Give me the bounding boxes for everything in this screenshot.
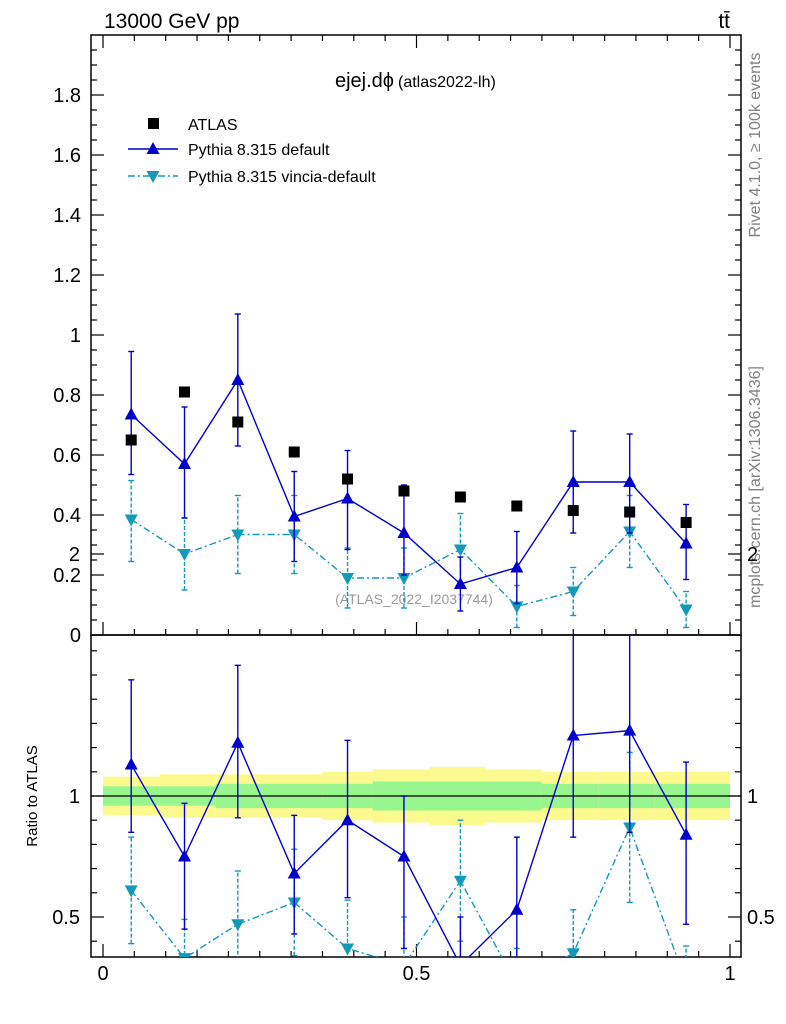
vincia-marker: [566, 586, 580, 599]
ratio-default-marker: [679, 827, 693, 840]
ratio-vincia-marker: [231, 919, 245, 932]
ratio-vincia-line: [130, 825, 678, 957]
vincia-marker: [341, 573, 355, 585]
ratio-default-marker: [397, 849, 411, 862]
legend-default-marker: [146, 142, 160, 154]
atlas-marker: [454, 491, 466, 503]
rivet-label: Rivet 4.1.0, ≥ 100k events: [747, 53, 764, 238]
default-marker: [679, 536, 693, 549]
x-tick-label: 0: [97, 963, 108, 985]
mcplots-label: mcplots.cern.ch [arXiv:1306.3436]: [747, 366, 764, 608]
ratio-default-marker: [178, 849, 192, 862]
y-tick-label: 0.4: [53, 505, 81, 527]
atlas-marker: [567, 505, 579, 516]
x-tick-label: 0.5: [403, 963, 431, 985]
y-tick-label: 0.8: [53, 385, 81, 407]
watermark-label: (ATLAS_2022_I2037744): [335, 591, 493, 607]
y-tick-label: 1.6: [53, 145, 81, 167]
chart-title: ejej.dϕ: [335, 70, 394, 92]
ratio-vincia-marker: [341, 943, 355, 956]
ratio-vincia-marker: [453, 875, 467, 888]
default-marker: [453, 577, 467, 589]
default-marker: [124, 407, 138, 420]
ratio-vincia-marker: [680, 977, 693, 989]
chart-subtitle: (atlas2022-lh): [398, 74, 496, 91]
legend-vincia-marker: [146, 171, 160, 183]
vincia-marker: [510, 601, 524, 614]
ratio-default-marker: [623, 723, 637, 736]
default-marker: [623, 475, 637, 487]
atlas-marker: [624, 506, 636, 518]
atlas-marker: [288, 446, 300, 458]
process-label: tt̄: [718, 10, 730, 33]
y-tick-label: 1.8: [53, 85, 81, 107]
ratio-default-line: [130, 729, 687, 957]
y-tick-label: 1.4: [53, 205, 81, 227]
ratio-y-axis-label: Ratio to ATLAS: [24, 745, 41, 846]
ratio-default-marker: [341, 813, 355, 826]
atlas-marker: [232, 416, 244, 428]
default-marker: [510, 560, 524, 573]
atlas-marker: [680, 517, 692, 528]
y-tick-label: 0.6: [53, 445, 81, 467]
ratio-vincia-marker: [510, 980, 523, 992]
ratio-default-marker: [287, 866, 301, 879]
ratio-default-marker: [231, 735, 245, 748]
ratio-vincia-marker: [124, 885, 138, 898]
atlas-marker: [179, 386, 191, 398]
default-marker: [566, 475, 580, 487]
ratio-y-tick-label: 1: [69, 786, 80, 808]
vincia-marker: [178, 549, 192, 561]
ratio-vincia-marker: [178, 953, 192, 957]
atlas-marker: [125, 434, 137, 446]
energy-label: 13000 GeV pp: [104, 10, 239, 33]
atlas-marker: [398, 485, 410, 497]
legend-default-label: Pythia 8.315 default: [188, 142, 330, 159]
default-marker: [231, 373, 245, 385]
ratio-default-marker: [454, 958, 467, 970]
vincia-marker: [679, 604, 693, 617]
default-marker: [341, 491, 355, 504]
ratio-series: [124, 635, 693, 992]
ratio-y-tick-label-right: 0.5: [747, 907, 775, 929]
atlas-marker: [511, 500, 523, 512]
ratio-panel: 0.5 0.5 1 1 2 2 0 0.5 1 Ratio to ATLAS: [24, 544, 775, 992]
default-marker: [397, 526, 411, 538]
ratio-default-marker: [566, 728, 580, 741]
ratio-y-tick-label: 2: [69, 544, 80, 566]
y-tick-label: 0: [70, 625, 81, 647]
ratio-vincia-marker: [566, 948, 580, 957]
y-tick-label: 1.2: [53, 265, 81, 287]
atlas-marker: [342, 473, 354, 485]
ratio-y-tick-label-right: 1: [747, 786, 758, 808]
ratio-default-marker: [124, 757, 138, 770]
ratio-y-tick-label-right: 2: [747, 544, 758, 566]
ratio-default-marker: [510, 902, 524, 915]
legend: ATLAS Pythia 8.315 default Pythia 8.315 vi…: [128, 117, 376, 186]
ratio-y-tick-label: 0.5: [52, 907, 80, 929]
y-tick-label: 1: [70, 325, 81, 347]
vincia-marker: [453, 544, 467, 557]
legend-atlas-marker: [148, 118, 159, 129]
vincia-marker: [231, 529, 245, 542]
vincia-marker: [124, 514, 138, 527]
default-marker: [178, 457, 192, 469]
legend-atlas-label: ATLAS: [188, 117, 238, 134]
main-panel: 0 0.2 0.4 0.6 0.8 1 1.2 1.4 1.6 1.8 ejej.dϕ (atlas2…: [53, 34, 742, 647]
default-line: [130, 378, 687, 585]
vincia-marker: [397, 573, 411, 585]
x-tick-label: 1: [724, 963, 735, 985]
default-marker: [287, 509, 301, 522]
y-tick-label: 0.2: [53, 565, 81, 587]
main-series: [124, 313, 693, 629]
legend-vincia-label: Pythia 8.315 vincia-default: [188, 169, 376, 186]
